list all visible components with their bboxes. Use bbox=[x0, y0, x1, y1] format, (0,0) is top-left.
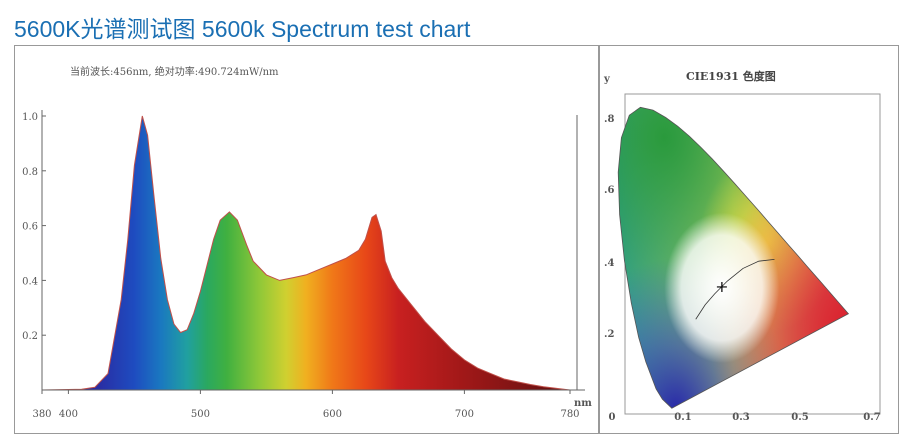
planckian-locus bbox=[695, 258, 775, 320]
cie-panel bbox=[599, 45, 899, 434]
spectrum-area bbox=[42, 116, 570, 390]
x-tick-label: 400 bbox=[59, 409, 78, 420]
cie-x-tick-label: 0.3 bbox=[732, 412, 749, 423]
page-title: 5600K光谱测试图 5600k Spectrum test chart bbox=[14, 16, 471, 42]
cie-y-axis-label: y bbox=[603, 74, 611, 85]
spectrum-readout: 当前波长:456nm, 绝对功率:490.724mW/nm bbox=[70, 67, 279, 78]
x-axis-label: nm bbox=[574, 398, 592, 409]
cie-title: CIE1931 色度图 bbox=[686, 70, 776, 83]
cie-y-tick-label: .2 bbox=[604, 329, 614, 340]
cie-x-tick-label: 0.5 bbox=[791, 412, 808, 423]
y-tick-label: 0.6 bbox=[22, 222, 38, 233]
y-tick-label: 0.2 bbox=[22, 331, 38, 342]
cie-y-tick-label: .6 bbox=[604, 185, 614, 196]
cie-locus-fill bbox=[618, 107, 849, 409]
x-tick-label: 700 bbox=[455, 409, 474, 420]
x-tick-label: 380 bbox=[32, 409, 51, 420]
y-tick-label: 0.4 bbox=[22, 276, 38, 287]
cie-locus-outline bbox=[617, 106, 850, 409]
x-tick-label: 600 bbox=[323, 409, 342, 420]
cie-x-tick-label: 0.7 bbox=[863, 412, 880, 423]
cie-y-tick-label: .8 bbox=[604, 114, 614, 125]
x-tick-label: 500 bbox=[191, 409, 210, 420]
chromaticity-point-marker bbox=[716, 281, 727, 292]
y-tick-label: 1.0 bbox=[22, 112, 38, 123]
x-tick-label: 780 bbox=[560, 409, 579, 420]
spectrum-line bbox=[41, 115, 571, 391]
spectrum-panel bbox=[14, 45, 599, 434]
cie-x-tick-label: 0.1 bbox=[674, 412, 691, 423]
y-tick-label: 0.8 bbox=[22, 167, 38, 178]
cie-y-tick-label: .4 bbox=[604, 258, 614, 269]
cie-x-tick-label: 0 bbox=[609, 412, 616, 423]
